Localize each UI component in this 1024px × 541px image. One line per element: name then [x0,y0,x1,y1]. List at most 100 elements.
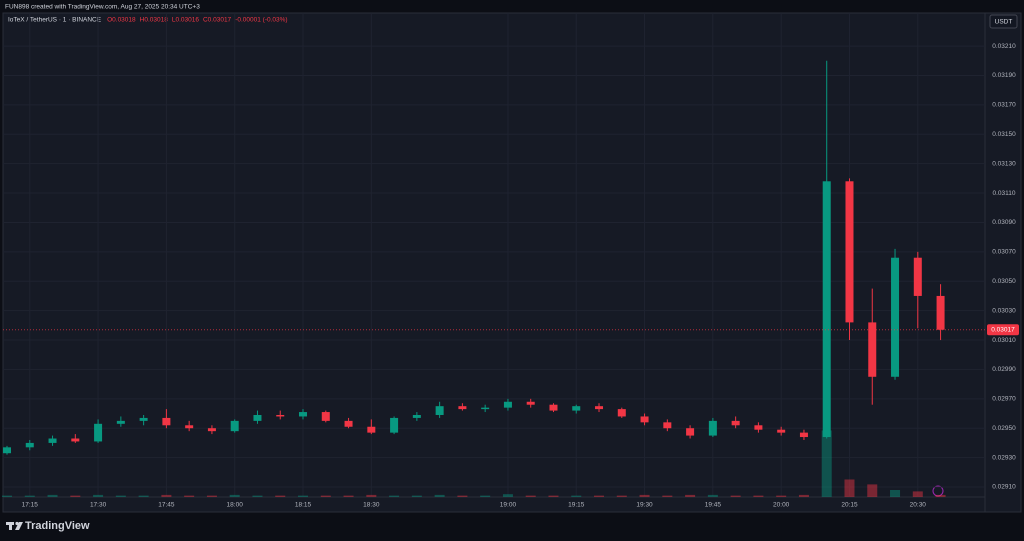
volume-bar [935,494,946,497]
candle-body [640,416,649,423]
candle-body [777,429,786,433]
volume-bar [93,494,104,497]
candle-body [162,417,171,426]
candle-body [526,401,535,405]
x-tick-label: 17:30 [90,502,107,509]
volume-bar [47,494,58,497]
candle-body [25,442,34,448]
volume-bar [616,495,627,497]
volume-bar [707,494,718,497]
candle-body [367,426,376,433]
currency[interactable]: USDT [995,19,1013,26]
y-tick-label: 0.02970 [992,396,1016,403]
legend-value: L0.03016 [172,17,199,24]
x-tick-label: 17:45 [158,502,175,509]
candle-body [731,420,740,426]
y-tick-label: 0.03050 [992,278,1016,285]
volume-bar [70,495,81,497]
candle-body [299,412,308,417]
candle-body [822,181,831,438]
candle-body [617,409,626,417]
volume-bar [206,495,217,497]
x-tick-label: 18:15 [295,502,312,509]
y-tick-label: 0.02930 [992,454,1016,461]
volume-bar [24,495,35,497]
y-tick-label: 0.03190 [992,72,1016,79]
candle-body [481,407,490,410]
candle-body [230,420,239,432]
candle-body [799,432,808,438]
y-tick-label: 0.03030 [992,307,1016,314]
candle-body [344,420,353,427]
last-price-label: 0.03017 [991,326,1015,333]
y-tick-label: 0.02990 [992,366,1016,373]
candle-body [3,447,11,454]
candle-body [435,406,444,415]
x-tick-label: 17:15 [22,502,39,509]
candle-body [913,257,922,296]
legend: IoTeX / TetherUS · 1 · BINANCE O0.03018 H0… [8,17,288,24]
x-tick-label: 18:30 [363,502,380,509]
event-marker[interactable] [932,485,944,497]
candle-body [549,404,558,411]
logo-part [15,521,19,526]
volume-bar [776,495,787,497]
volume-bar [525,495,536,497]
symbol: IoTeX / TetherUS · 1 · BINANCE [8,17,102,24]
candle-body [321,412,330,421]
candle-body [936,295,945,330]
volume-bar [867,484,878,497]
volume-bar [502,494,513,497]
candle-body [71,438,80,442]
volume-bar [844,479,855,497]
candle-body [708,420,717,436]
y-tick-label: 0.03110 [992,190,1015,197]
last-price-box [987,324,1019,336]
y-tick-label: 0.03090 [992,219,1016,226]
volume-bar [161,494,172,497]
y-tick-label: 0.03210 [992,43,1016,50]
candle-body [503,401,512,408]
candle-body [207,428,216,432]
candle-body [891,257,900,377]
volume-bar [685,494,696,497]
x-tick-label: 19:00 [500,502,517,509]
candle-body [572,406,581,411]
volume-bar [229,494,240,497]
y-tick-label: 0.03150 [992,131,1016,138]
volume-bar [252,495,263,497]
candle-body [94,423,103,442]
candle-body [48,438,57,443]
candle-body [663,422,672,429]
volume-bar [389,495,400,497]
volume-bar [662,495,673,497]
y-tick-label: 0.03010 [992,337,1016,344]
volume-bar [2,495,12,497]
attribution: FUN898 created with TradingView.com, Aug… [5,4,200,11]
volume-bar [457,495,468,497]
currency-box[interactable] [989,14,1018,29]
y-tick-label: 0.03130 [992,160,1016,167]
legend-value: C0.03017 [203,17,232,24]
volume-bar [298,495,309,497]
candle-body [116,420,125,424]
x-tick-label: 20:00 [773,502,790,509]
volume-bar [411,495,422,497]
candle-body [686,428,695,436]
volume-bar [890,490,901,497]
volume-bar [138,495,149,497]
volume-bar [434,494,445,497]
volume-bar [912,491,923,497]
volume-bar [639,494,650,497]
candle-body [253,414,262,421]
logo-part [15,522,23,530]
volume-bar [480,495,491,497]
volume-bar [594,495,605,497]
x-tick-label: 20:30 [910,502,927,509]
volume-bar [730,495,741,497]
logo-part [9,522,12,530]
candle-body [845,181,854,323]
legend-value: H0.03018 [140,17,169,24]
candle-body [139,417,148,421]
volume-bar [798,494,809,497]
